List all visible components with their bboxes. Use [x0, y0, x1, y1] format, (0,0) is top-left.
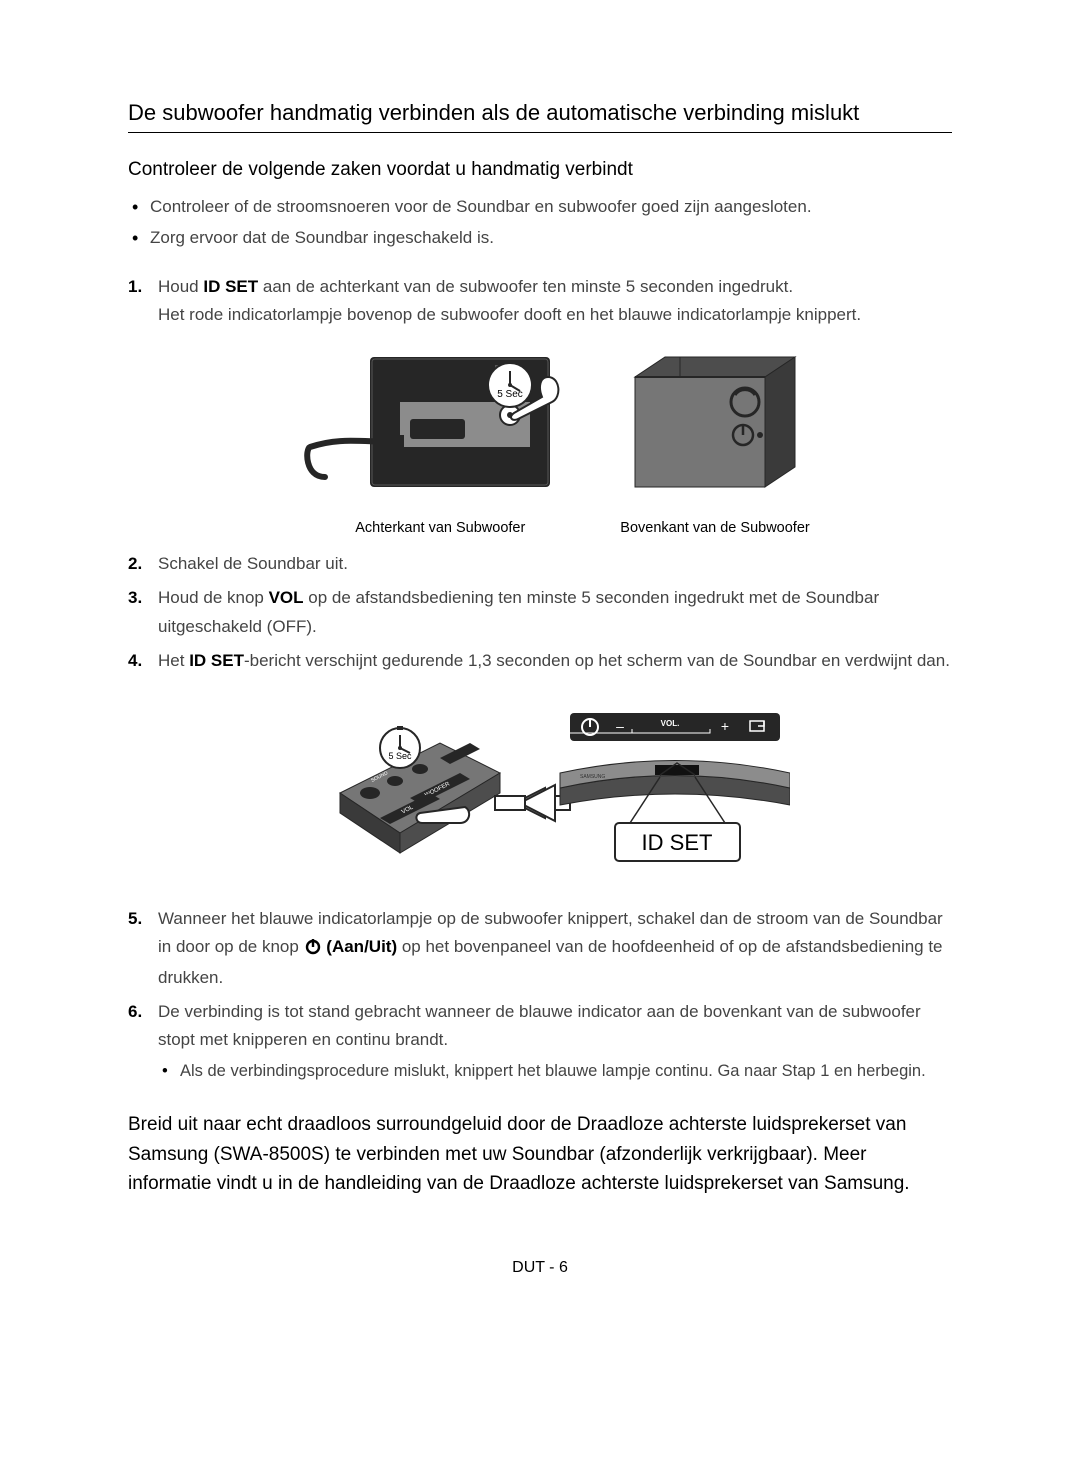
- step-2: Schakel de Soundbar uit.: [128, 550, 952, 578]
- step-6-sub: Als de verbindingsprocedure mislukt, kni…: [180, 1058, 952, 1084]
- step-bold: (Aan/Uit): [322, 937, 398, 956]
- section-title: De subwoofer handmatig verbinden als de …: [128, 100, 952, 133]
- precheck-list: Controleer of de stroomsnoeren voor de S…: [128, 193, 952, 251]
- step-text: Het: [158, 651, 189, 670]
- power-icon: [304, 936, 322, 964]
- vol-minus-icon: –: [616, 718, 624, 734]
- step-subtext: Het rode indicatorlampje bovenop de subw…: [158, 301, 952, 329]
- figure-caption-left: Achterkant van Subwoofer: [300, 517, 580, 541]
- subwoofer-back-illustration: 5 Sec: [300, 347, 580, 497]
- step-1: Houd ID SET aan de achterkant van de sub…: [128, 273, 952, 540]
- figure-sub-top: Bovenkant van de Subwoofer: [620, 347, 809, 540]
- subwoofer-top-illustration: [625, 347, 805, 497]
- step-bold: VOL: [269, 588, 304, 607]
- figure-remote-soundbar: WOOFER VOL SOUND 5 Sec: [158, 693, 952, 883]
- precheck-item: Zorg ervoor dat de Soundbar ingeschakeld…: [150, 224, 952, 251]
- step-5: Wanneer het blauwe indicatorlampje op de…: [128, 905, 952, 992]
- page-number: DUT - 6: [128, 1259, 952, 1277]
- precheck-item: Controleer of de stroomsnoeren voor de S…: [150, 193, 952, 220]
- id-set-display: ID SET: [642, 830, 713, 855]
- figure-row-1: 5 Sec Achterkant van Subwoofer: [158, 347, 952, 540]
- brand-label: SAMSUNG: [580, 774, 605, 780]
- step-bold: ID SET: [189, 651, 244, 670]
- figure-sub-back: 5 Sec Achterkant van Subwoofer: [300, 347, 580, 540]
- step-3: Houd de knop VOL op de afstandsbediening…: [128, 584, 952, 640]
- closing-paragraph: Breid uit naar echt draadloos surroundge…: [128, 1110, 952, 1198]
- badge-5sec-text: 5 Sec: [497, 389, 523, 400]
- steps-list: Houd ID SET aan de achterkant van de sub…: [128, 273, 952, 1084]
- step-text: aan de achterkant van de subwoofer ten m…: [258, 277, 793, 296]
- step-6: De verbinding is tot stand gebracht wann…: [128, 998, 952, 1084]
- step-4: Het ID SET-bericht verschijnt gedurende …: [128, 647, 952, 883]
- badge-5sec-text-2: 5 Sec: [388, 751, 412, 761]
- step-text: -bericht verschijnt gedurende 1,3 second…: [244, 651, 950, 670]
- figure-caption-right: Bovenkant van de Subwoofer: [620, 517, 809, 541]
- vol-label: VOL.: [661, 719, 680, 728]
- precheck-heading: Controleer de volgende zaken voordat u h…: [128, 159, 952, 181]
- step-text: Houd: [158, 277, 203, 296]
- step-text: De verbinding is tot stand gebracht wann…: [158, 1002, 921, 1049]
- step-bold: ID SET: [203, 277, 258, 296]
- step-text: Houd de knop: [158, 588, 269, 607]
- remote-soundbar-illustration: WOOFER VOL SOUND 5 Sec: [320, 693, 790, 883]
- vol-plus-icon: +: [721, 718, 729, 734]
